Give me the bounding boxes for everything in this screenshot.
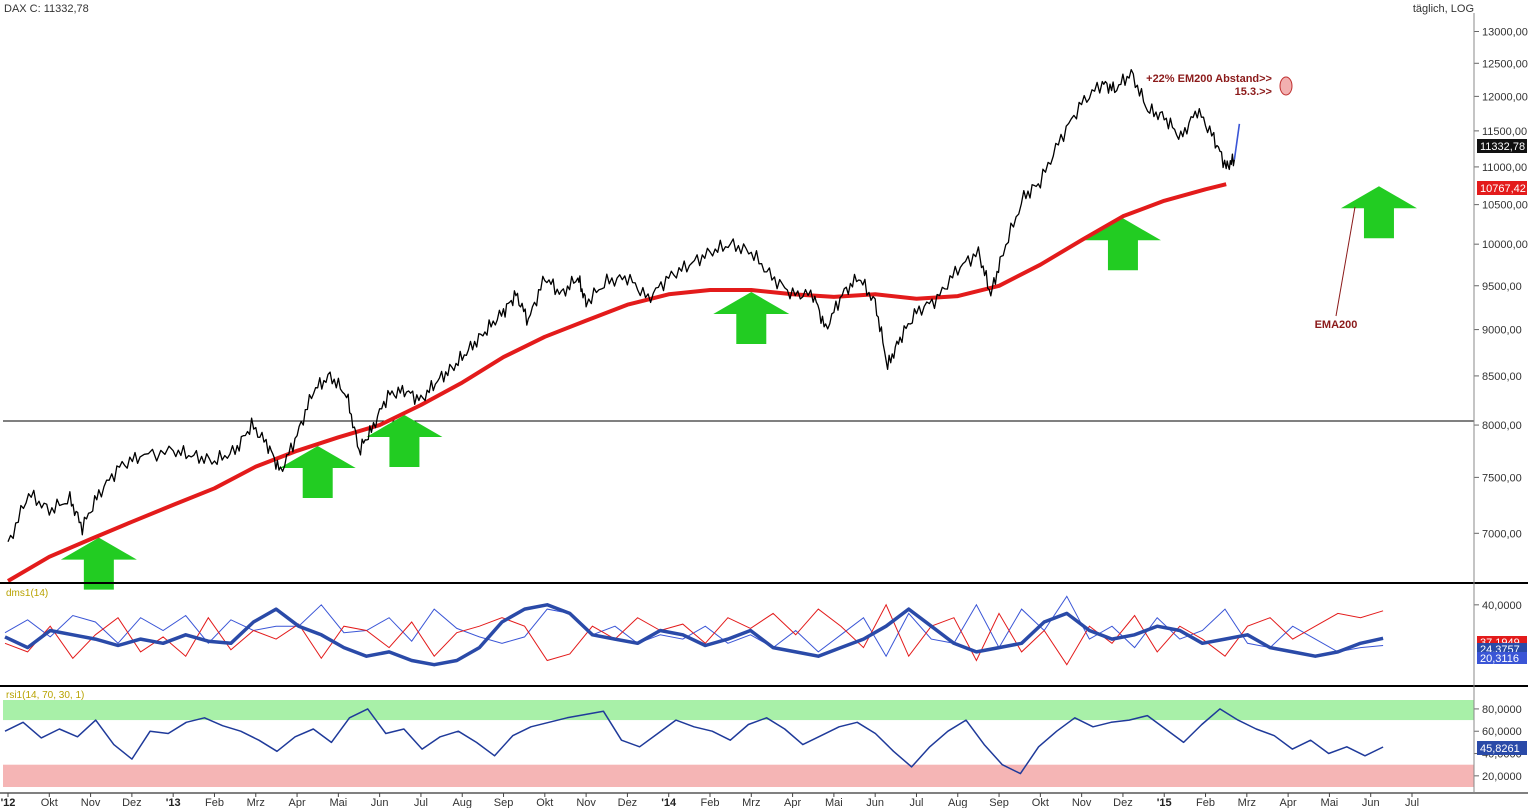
x-tick-label: Mai [825, 797, 843, 808]
rsi-overbought-band [3, 700, 1474, 721]
price-panel-bg [3, 13, 1474, 581]
price-tick-label: 10000,00 [1482, 239, 1528, 251]
price-tick-label: 9500,00 [1482, 281, 1522, 293]
rsi-line [4, 708, 1384, 775]
price-tick-label: 12500,00 [1482, 58, 1528, 70]
dms-axis: 40,0000 [1474, 600, 1522, 612]
x-tick-label: Dez [618, 797, 638, 808]
ema-annotation: EMA200 [1315, 206, 1358, 331]
x-tick-label: Okt [1032, 797, 1049, 808]
rsi-panel: rsi1(14, 70, 30, 1) 80,000060,000040,000… [3, 690, 1527, 787]
support-arrow-icon [60, 537, 137, 590]
price-tick-label: 8500,00 [1482, 371, 1522, 383]
price-tick-label: 13000,00 [1482, 26, 1528, 38]
dax-price-line [7, 68, 1236, 542]
x-tick-label: Jun [371, 797, 389, 808]
price-tick-label: 11500,00 [1482, 126, 1527, 138]
adx-line [4, 603, 1384, 667]
current-price-badge: 11332,78 [1477, 139, 1527, 153]
x-tick-label: Mrz [1238, 797, 1256, 808]
dms-plus-line [4, 595, 1384, 658]
x-tick-label: Jul [909, 797, 923, 808]
support-arrow-icon [366, 414, 443, 467]
x-tick-label: Jul [414, 797, 428, 808]
ema200-line [6, 182, 1227, 583]
dms-plus-value: 20,3116 [1480, 653, 1519, 665]
support-arrows [60, 186, 1417, 590]
current-price-badge-bg [1477, 139, 1527, 153]
x-tick-label: Jul [1405, 797, 1419, 808]
x-tick-label: Mrz [247, 797, 265, 808]
chart-title: DAX C: 11332,78 [4, 3, 89, 15]
x-tick-label: Mai [1321, 797, 1339, 808]
dax-price-tail [1233, 123, 1241, 160]
price-tick-label: 10500,00 [1482, 200, 1528, 212]
ema-value-badge: 10767,42 [1477, 181, 1527, 195]
dms-title: dms1(14) [6, 588, 48, 599]
x-tick-label: Mai [329, 797, 347, 808]
rsi-tick-label: 60,0000 [1482, 726, 1522, 738]
x-tick-label: Apr [784, 797, 801, 808]
chart-mode: täglich, LOG [1413, 3, 1474, 15]
rsi-oversold-band [3, 764, 1474, 787]
dms-minus-line [4, 603, 1384, 666]
spread-annotation: +22% EM200 Abstand>> [1146, 73, 1272, 85]
price-tick-label: 7500,00 [1482, 472, 1522, 484]
x-tick-label: Feb [701, 797, 720, 808]
support-arrow-icon [279, 446, 356, 499]
ema-value-badge-bg [1477, 181, 1527, 195]
x-tick-label: Dez [122, 797, 142, 808]
x-tick-label: Sep [989, 797, 1009, 808]
price-tick-label: 12000,00 [1482, 91, 1528, 103]
date-annotation: 15.3.>> [1235, 86, 1272, 98]
dms-plus-badge-bg [1477, 652, 1527, 664]
x-tick-label: Okt [536, 797, 553, 808]
x-tick-label: Mrz [742, 797, 760, 808]
x-tick-label: '13 [166, 797, 181, 808]
x-axis: '12 Okt Nov Dez '13 Feb Mrz Apr Mai Jun Jul Aug Sep O… [1, 793, 1419, 808]
x-tick-label: Feb [205, 797, 224, 808]
price-tick-label: 8000,00 [1482, 420, 1522, 432]
ema-pointer-line [1335, 206, 1356, 317]
peak-marker-icon [1279, 76, 1293, 96]
x-tick-label: Okt [41, 797, 58, 808]
price-tick-label: 9000,00 [1482, 325, 1522, 337]
ema-value: 10767,42 [1480, 183, 1526, 195]
support-arrow-icon [1084, 218, 1161, 271]
dms-panel: dms1(14) 40,0000 37,1949 24,3757 20,3116 [4, 588, 1527, 667]
price-axis: 13000,00 12500,00 12000,00 11500,00 11000,00… [1474, 26, 1528, 540]
x-tick-label: Feb [1196, 797, 1215, 808]
support-arrow-icon [713, 292, 790, 345]
x-tick-label: Jun [866, 797, 884, 808]
x-tick-label: Aug [452, 797, 472, 808]
x-tick-label: '14 [661, 797, 677, 808]
x-tick-label: '15 [1157, 797, 1172, 808]
rsi-tick-label: 20,0000 [1482, 771, 1522, 783]
rsi-value: 45,8261 [1480, 743, 1520, 755]
x-tick-label: '12 [1, 797, 16, 808]
rsi-title: rsi1(14, 70, 30, 1) [6, 690, 84, 701]
x-tick-label: Apr [1280, 797, 1297, 808]
x-tick-label: Nov [1072, 797, 1092, 808]
x-tick-label: Apr [288, 797, 305, 808]
x-tick-label: Nov [576, 797, 596, 808]
x-tick-label: Dez [1113, 797, 1133, 808]
current-price-value: 11332,78 [1480, 141, 1525, 153]
rsi-badge: 45,8261 [1477, 741, 1527, 755]
rsi-badge-bg [1477, 741, 1527, 755]
price-panel: DAX C: 11332,78 täglich, LOG 13000,00 125… [3, 3, 1528, 590]
x-tick-label: Sep [494, 797, 514, 808]
price-tick-label: 11000,00 [1482, 162, 1527, 174]
ema-annotation-label: EMA200 [1315, 319, 1358, 331]
dms-tick-label: 40,0000 [1482, 600, 1522, 612]
rsi-tick-label: 80,0000 [1482, 704, 1522, 716]
dms-plus-badge: 20,3116 [1477, 652, 1527, 665]
support-arrow-icon [1340, 186, 1417, 239]
x-tick-label: Jun [1362, 797, 1380, 808]
price-tick-label: 7000,00 [1482, 528, 1522, 540]
peak-annotation: +22% EM200 Abstand>> 15.3.>> [1146, 73, 1293, 98]
x-tick-label: Aug [948, 797, 968, 808]
x-tick-label: Nov [81, 797, 101, 808]
